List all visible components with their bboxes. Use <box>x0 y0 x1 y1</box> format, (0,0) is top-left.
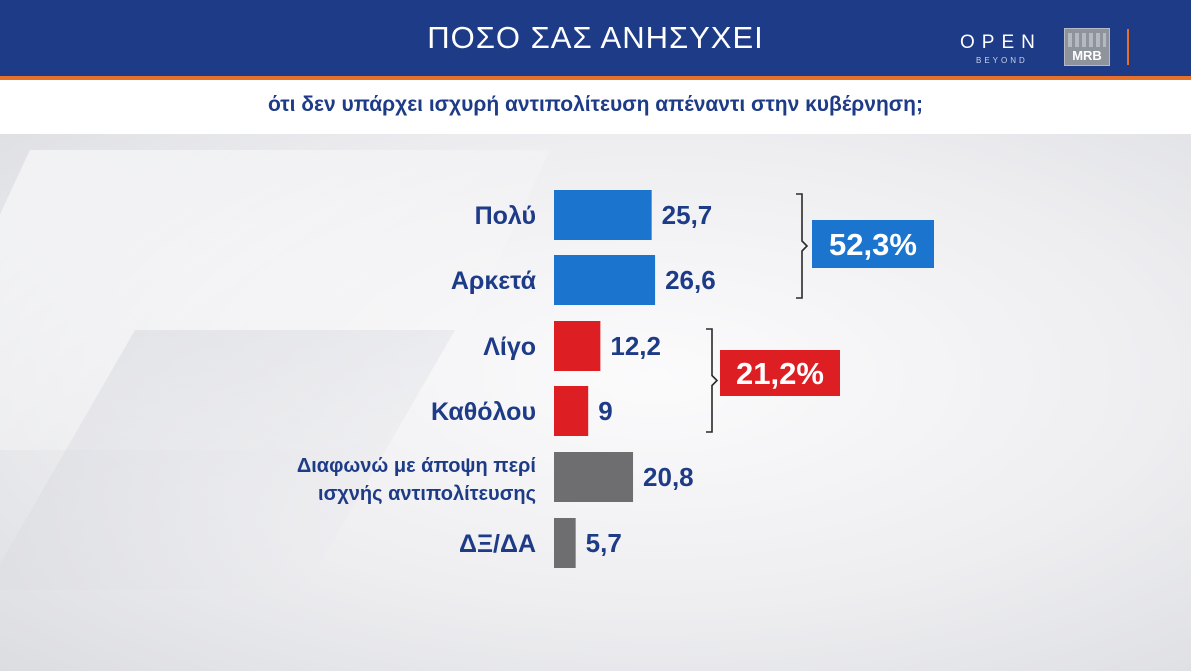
open-logo-tagline: BEYOND <box>976 56 1028 65</box>
open-logo: OPEN <box>960 32 1042 53</box>
group-total-label: 21,2% <box>736 356 824 391</box>
category-label: Πολύ <box>475 202 536 230</box>
mrb-logo-text: MRB <box>1072 48 1102 63</box>
bar <box>554 518 576 568</box>
header-accent-line <box>0 76 1191 80</box>
page-title: ΠΟΣΟ ΣΑΣ ΑΝΗΣΥΧΕΙ <box>427 20 764 55</box>
bar <box>554 190 652 240</box>
subtitle-bar <box>0 80 1191 134</box>
logo-separator <box>1127 29 1129 65</box>
category-label: Καθόλου <box>431 398 536 426</box>
mrb-logo-graphic <box>1068 33 1106 47</box>
category-label: Αρκετά <box>451 267 537 295</box>
data-label: 5,7 <box>586 528 622 558</box>
mrb-logo: MRB <box>1064 28 1110 66</box>
header-bar <box>0 0 1191 76</box>
data-label: 12,2 <box>610 331 661 361</box>
group-total-badge <box>812 220 934 268</box>
group-bracket <box>706 328 719 433</box>
data-label: 26,6 <box>665 265 716 295</box>
data-label: 20,8 <box>643 462 694 492</box>
bar <box>554 452 634 502</box>
bar <box>554 386 589 436</box>
category-label: Λίγο <box>483 333 536 361</box>
data-label: 25,7 <box>662 200 713 230</box>
group-total-label: 52,3% <box>829 227 917 262</box>
bar <box>554 321 601 371</box>
group-total-badge <box>720 350 840 396</box>
category-label: ΔΞ/ΔΑ <box>459 530 536 558</box>
chart-subtitle: ότι δεν υπάρχει ισχυρή αντιπολίτευση απέ… <box>268 93 923 116</box>
data-label: 9 <box>598 396 612 426</box>
category-label: Διαφωνώ με άποψη περί <box>297 455 536 477</box>
bar <box>554 255 656 305</box>
category-label: ισχνής αντιπολίτευσης <box>318 483 536 505</box>
group-bracket <box>796 193 809 299</box>
